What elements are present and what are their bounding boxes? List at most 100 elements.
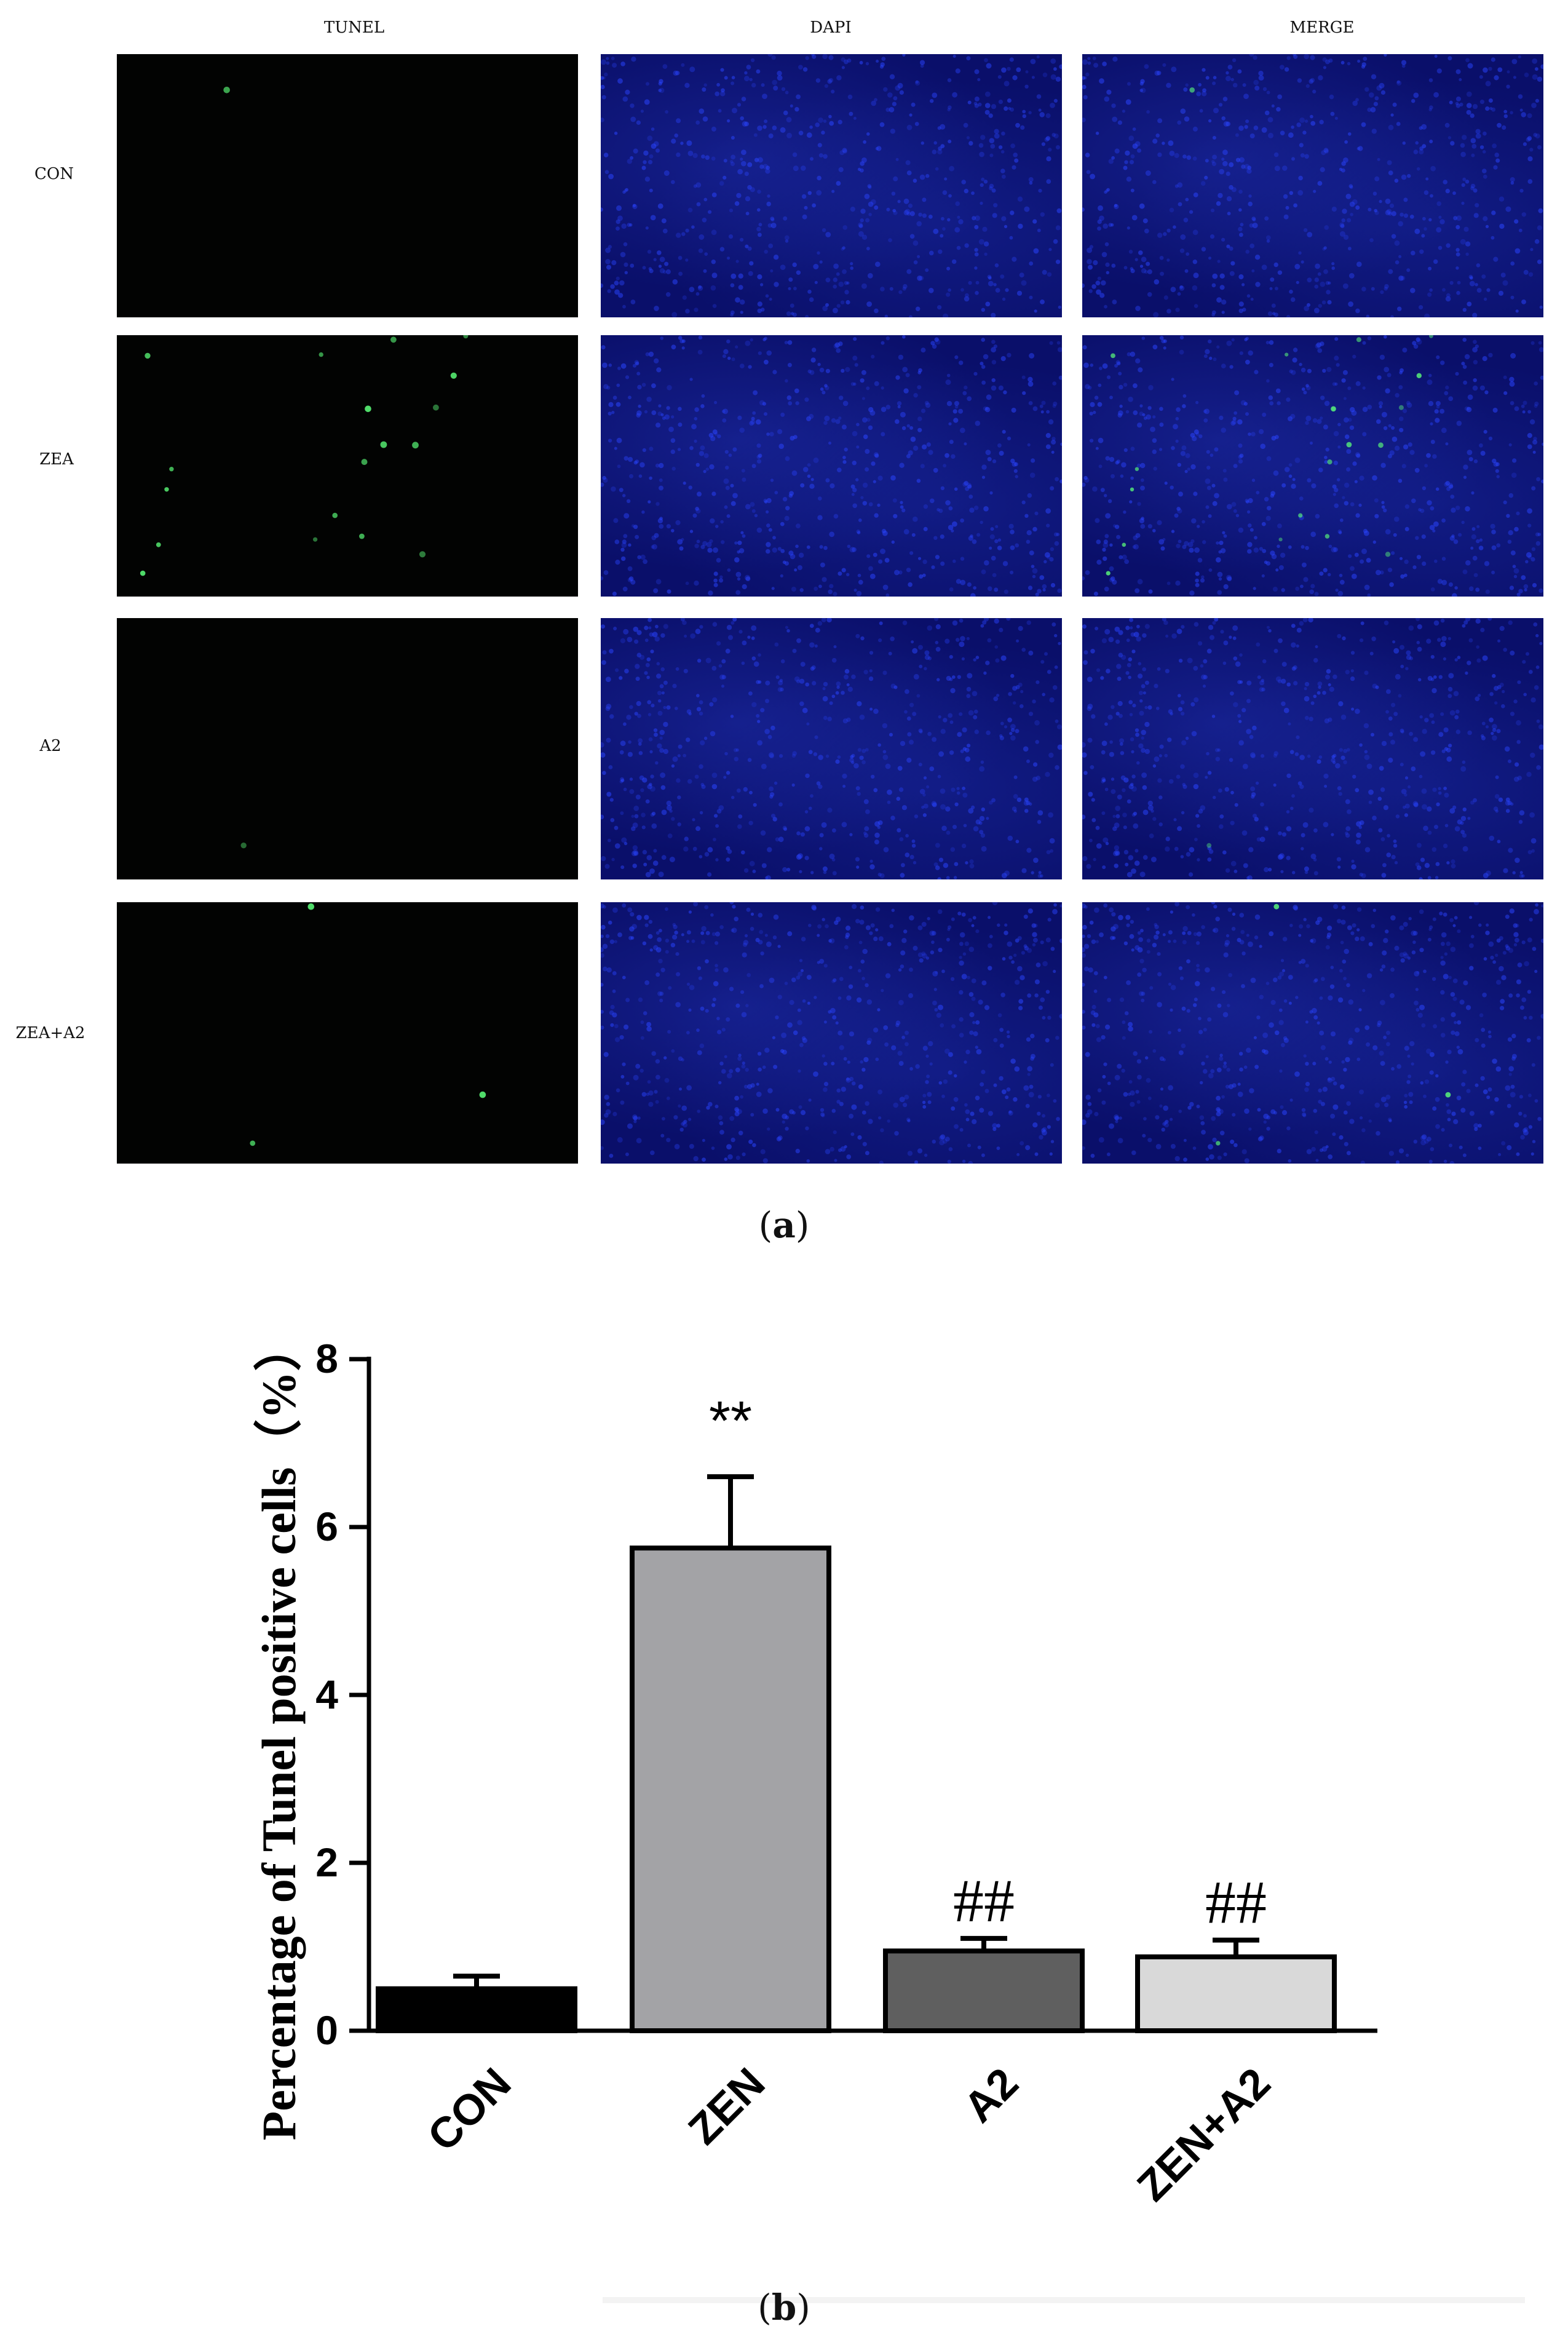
cell-dot <box>751 82 756 88</box>
cell-dot <box>1378 401 1384 406</box>
cell-dot <box>973 586 976 590</box>
cell-dot <box>988 943 992 948</box>
cell-dot <box>1396 122 1401 126</box>
cell-dot <box>1171 66 1177 73</box>
cell-dot <box>680 618 685 622</box>
cell-dot <box>1423 1139 1429 1144</box>
cell-dot <box>984 407 991 413</box>
cell-dot <box>1524 1127 1529 1132</box>
cell-dot <box>935 646 941 652</box>
cell-dot <box>859 919 865 925</box>
cell-dot <box>730 715 734 718</box>
cell-dot <box>1473 188 1478 193</box>
cell-dot <box>1191 518 1197 524</box>
cell-dot <box>1130 626 1133 630</box>
cell-dot <box>906 454 911 459</box>
cell-dot <box>951 1024 956 1029</box>
cell-dot <box>1106 89 1112 95</box>
cell-dot <box>1180 234 1186 240</box>
cell-dot <box>1488 98 1493 103</box>
cell-dot <box>1221 363 1226 368</box>
cell-dot <box>778 836 784 843</box>
cell-dot <box>875 1057 879 1061</box>
cell-dot <box>731 621 735 625</box>
cell-dot <box>1141 336 1146 340</box>
cell-dot <box>772 125 777 130</box>
cell-dot <box>808 924 812 927</box>
cell-dot <box>1294 457 1301 463</box>
cell-dot <box>831 1109 836 1113</box>
cell-dot <box>1000 150 1005 154</box>
cell-dot <box>1313 858 1317 862</box>
cell-dot <box>767 223 772 228</box>
cell-dot <box>993 1038 998 1042</box>
cell-dot <box>869 859 873 863</box>
cell-dot <box>991 339 996 344</box>
cell-dot <box>1419 774 1423 779</box>
cell-dot <box>1212 81 1216 85</box>
cell-dot <box>1107 715 1113 720</box>
cell-dot <box>1449 710 1455 716</box>
cell-dot <box>1208 119 1212 123</box>
cell-dot <box>1136 636 1141 642</box>
cell-dot <box>866 132 870 136</box>
cell-dot <box>678 256 683 260</box>
cell-dot <box>1157 152 1162 157</box>
cell-dot <box>689 446 694 450</box>
cell-dot <box>665 269 671 274</box>
cell-dot <box>1462 135 1467 140</box>
cell-dot <box>1390 113 1394 117</box>
cell-dot <box>1211 313 1215 317</box>
cell-dot <box>971 191 975 195</box>
cell-dot <box>1086 863 1091 869</box>
cell-dot <box>650 215 656 221</box>
cell-dot <box>610 818 615 822</box>
cell-dot <box>751 625 757 631</box>
cell-dot <box>644 638 649 642</box>
cell-dot <box>1427 876 1431 879</box>
cell-dot <box>1053 969 1056 974</box>
cell-dot <box>1111 353 1115 359</box>
cell-dot <box>957 675 961 679</box>
cell-dot <box>1219 824 1224 829</box>
cell-dot <box>1515 248 1521 254</box>
cell-dot <box>683 1119 687 1124</box>
cell-dot <box>1499 196 1505 202</box>
cell-dot <box>1037 810 1043 815</box>
cell-dot <box>1194 622 1199 627</box>
cell-dot <box>1089 411 1093 416</box>
cell-dot <box>721 410 726 413</box>
cell-dot <box>1276 107 1281 112</box>
cell-dot <box>1324 456 1328 459</box>
cell-dot <box>1244 1108 1249 1114</box>
cell-dot <box>1388 716 1393 721</box>
cell-dot <box>670 438 676 443</box>
cell-dot <box>1034 309 1037 313</box>
cell-dot <box>1084 477 1090 483</box>
cell-dot <box>635 664 640 669</box>
cell-dot <box>602 905 606 909</box>
cell-dot <box>1467 817 1471 820</box>
cell-dot <box>873 936 878 942</box>
cell-dot <box>1388 212 1392 216</box>
cell-dot <box>1403 951 1408 956</box>
cell-dot <box>1481 274 1486 279</box>
cell-dot <box>671 1049 675 1053</box>
cell-dot <box>654 1090 658 1094</box>
cell-dot <box>1355 381 1361 386</box>
cell-dot <box>730 310 735 315</box>
cell-dot <box>1271 554 1277 560</box>
cell-dot <box>1160 271 1165 276</box>
cell-dot <box>1007 1034 1010 1039</box>
cell-dot <box>841 691 845 695</box>
cell-dot <box>997 546 1002 550</box>
cell-dot <box>848 984 853 989</box>
cell-dot <box>731 273 737 279</box>
cell-dot <box>927 1100 932 1105</box>
cell-dot <box>712 429 718 435</box>
cell-dot <box>1519 108 1523 112</box>
cell-dot <box>1404 526 1409 531</box>
cell-dot <box>1513 923 1518 928</box>
cell-dot <box>1536 719 1540 723</box>
cell-dot <box>822 228 826 232</box>
